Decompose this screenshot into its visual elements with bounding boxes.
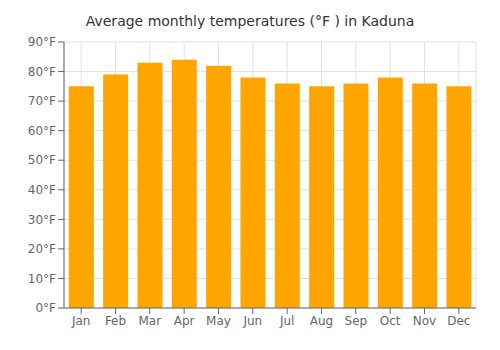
svg-text:May: May	[206, 314, 231, 328]
svg-text:Apr: Apr	[174, 314, 195, 328]
svg-text:Dec: Dec	[447, 314, 470, 328]
svg-text:80°F: 80°F	[28, 65, 56, 79]
svg-text:Aug: Aug	[310, 314, 333, 328]
svg-text:20°F: 20°F	[28, 242, 56, 256]
svg-text:90°F: 90°F	[28, 35, 56, 49]
svg-text:Mar: Mar	[139, 314, 162, 328]
svg-text:50°F: 50°F	[28, 153, 56, 167]
svg-text:30°F: 30°F	[28, 213, 56, 227]
svg-text:Jan: Jan	[71, 314, 91, 328]
svg-text:Feb: Feb	[105, 314, 126, 328]
svg-text:60°F: 60°F	[28, 124, 56, 138]
svg-text:Sep: Sep	[345, 314, 368, 328]
svg-text:Jun: Jun	[242, 314, 262, 328]
svg-text:Oct: Oct	[380, 314, 401, 328]
svg-text:0°F: 0°F	[35, 301, 56, 315]
html-text:Average monthly temperatures (: Average monthly temperatures (°F ) in Ka…	[85, 13, 415, 29]
svg-text:70°F: 70°F	[28, 94, 56, 108]
svg-text:10°F: 10°F	[28, 272, 56, 286]
svg-text:40°F: 40°F	[28, 183, 56, 197]
svg-text:Nov: Nov	[413, 314, 436, 328]
svg-text:Jul: Jul	[279, 314, 294, 328]
